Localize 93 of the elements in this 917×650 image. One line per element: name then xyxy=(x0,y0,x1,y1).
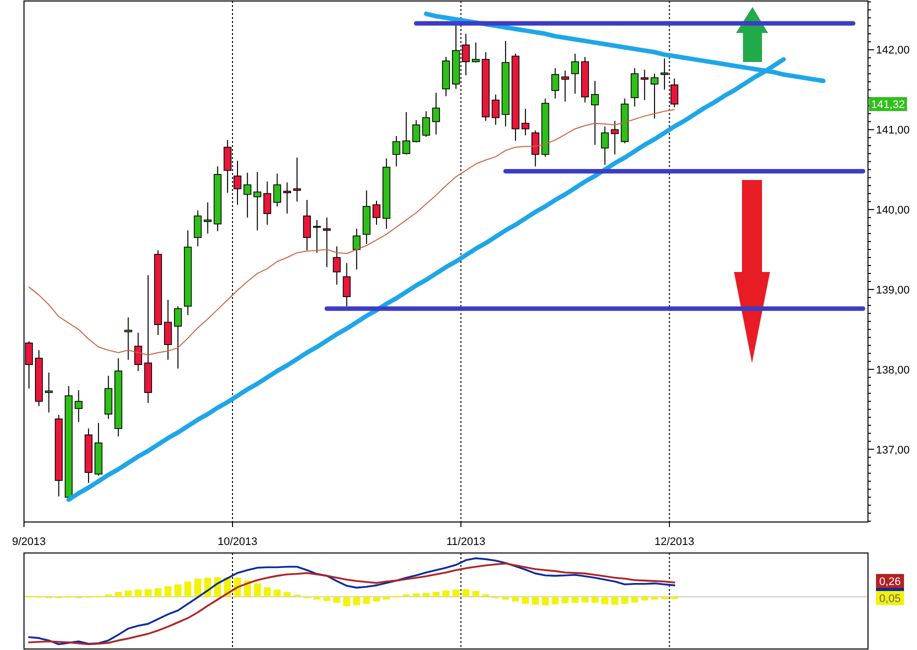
bar xyxy=(552,596,559,604)
candlestick xyxy=(571,53,579,94)
bar xyxy=(343,596,350,606)
bar xyxy=(631,596,638,602)
y-tick-label: 138,00 xyxy=(876,364,910,376)
bar xyxy=(372,596,380,602)
candlestick xyxy=(332,246,341,286)
bar xyxy=(462,589,470,597)
bar xyxy=(353,596,360,606)
candlestick xyxy=(342,262,351,307)
text: 141,32 xyxy=(871,99,905,112)
candlestick xyxy=(630,68,639,107)
bar xyxy=(412,593,420,597)
bar xyxy=(313,596,320,600)
bar xyxy=(164,586,172,597)
candlestick xyxy=(74,390,83,423)
y-tick-label: 141,00 xyxy=(876,124,910,137)
bar xyxy=(452,590,460,597)
bar xyxy=(274,590,281,597)
bar xyxy=(562,596,569,604)
candlestick xyxy=(194,210,202,247)
bar xyxy=(422,592,430,597)
bar xyxy=(591,596,598,603)
candlestick xyxy=(650,73,658,119)
bar xyxy=(264,587,271,597)
candlestick xyxy=(610,120,619,155)
candlestick xyxy=(531,130,540,167)
bar xyxy=(333,596,340,603)
candlestick xyxy=(432,92,440,135)
bar xyxy=(572,596,579,603)
x-tick-label: 12/2013 xyxy=(654,536,694,548)
candlestick xyxy=(472,42,480,64)
candlestick xyxy=(253,172,262,231)
candlestick xyxy=(204,202,212,234)
x-tick-label: 9/2013 xyxy=(12,536,46,548)
bar xyxy=(641,596,648,601)
x-tick-label: 10/2013 xyxy=(218,536,258,548)
bar xyxy=(124,590,132,597)
bar xyxy=(254,583,261,597)
candlestick xyxy=(600,126,609,166)
candlestick xyxy=(422,110,430,138)
bar xyxy=(442,590,450,597)
bar xyxy=(194,578,202,597)
candlestick xyxy=(561,70,570,102)
bar xyxy=(542,596,549,606)
candlestick xyxy=(244,172,252,218)
bar xyxy=(432,592,440,597)
y-tick-label: 139,00 xyxy=(876,284,910,296)
y-tick-label: 137,00 xyxy=(876,444,910,456)
candlestick xyxy=(372,200,380,226)
bar xyxy=(502,596,510,600)
bar xyxy=(512,596,520,602)
candlestick xyxy=(591,80,599,146)
y-tick-label: 140,00 xyxy=(876,204,910,217)
bar xyxy=(174,584,182,597)
x-tick-label: 11/2013 xyxy=(446,536,486,548)
candlestick xyxy=(174,306,182,370)
candlestick xyxy=(402,112,410,155)
candlestick xyxy=(352,228,361,270)
bar xyxy=(284,592,291,597)
bar xyxy=(184,582,192,597)
text: 0,05 xyxy=(879,593,901,605)
bar xyxy=(582,596,589,602)
y-tick-label: 142,00 xyxy=(876,44,910,57)
bar xyxy=(114,592,122,597)
candlestick xyxy=(44,372,53,414)
bar xyxy=(382,596,390,600)
text: 0,26 xyxy=(879,576,901,588)
candlestick xyxy=(392,136,400,167)
candlestick xyxy=(303,199,311,251)
candlestick xyxy=(551,68,560,99)
bar xyxy=(601,596,608,604)
candlestick xyxy=(134,332,142,372)
bar xyxy=(621,596,628,604)
bar xyxy=(660,596,668,600)
bar xyxy=(154,588,162,597)
candlestick xyxy=(522,108,530,136)
candlestick xyxy=(263,181,272,226)
bar xyxy=(651,596,658,600)
bar xyxy=(611,596,618,605)
bar xyxy=(670,596,678,600)
candlestick xyxy=(164,299,172,360)
bar xyxy=(532,596,539,605)
bar xyxy=(472,591,480,597)
candlestick xyxy=(412,120,420,143)
bar xyxy=(363,596,370,604)
bar xyxy=(323,596,330,601)
bar xyxy=(144,589,152,597)
candlestick xyxy=(273,173,282,207)
bar xyxy=(134,590,142,597)
candlestick xyxy=(492,94,500,126)
bar xyxy=(522,596,529,604)
candlestick xyxy=(293,157,301,202)
